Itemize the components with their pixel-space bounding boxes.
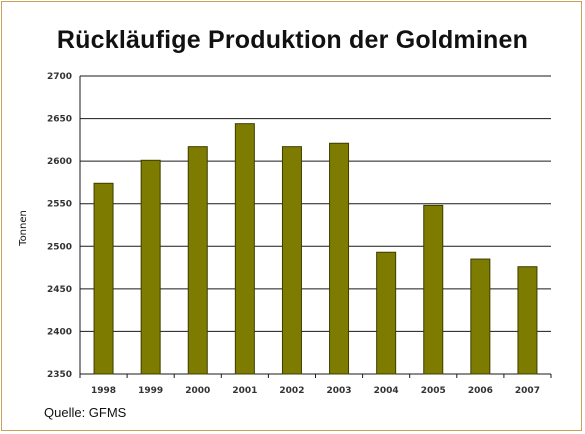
y-tick-label: 2400 — [47, 327, 72, 337]
x-tick-label: 2006 — [468, 386, 493, 396]
x-tick-label: 2004 — [374, 386, 399, 396]
x-tick-label: 2005 — [421, 386, 446, 396]
bar-2003 — [329, 142, 350, 375]
source-note: Quelle: GFMS — [44, 405, 127, 420]
tick-labels: 2350 2400 2450 2500 2550 2600 2650 2700 1998 1999… — [47, 72, 540, 396]
y-tick-label: 2500 — [47, 242, 72, 252]
chart-title: Rückläufige Produktion der Goldminen — [56, 26, 529, 54]
bar-2001 — [234, 123, 255, 375]
x-tick-label: 2002 — [279, 386, 304, 396]
y-axis-label: Tonnen — [18, 210, 29, 247]
bar-2002 — [281, 146, 302, 375]
bars — [93, 123, 538, 375]
bar-2007 — [517, 266, 538, 375]
bar-2000 — [187, 146, 208, 375]
x-tick-label: 1998 — [91, 386, 116, 396]
x-tick-label: 1999 — [138, 386, 163, 396]
x-tick-label: 2000 — [185, 386, 210, 396]
y-tick-label: 2650 — [47, 115, 72, 125]
bar-1999 — [140, 159, 161, 375]
x-tick-label: 2007 — [515, 386, 540, 396]
x-tick-label: 2001 — [232, 386, 257, 396]
bar-2005 — [423, 204, 444, 375]
bar-2004 — [376, 251, 397, 375]
bar-2006 — [470, 258, 491, 375]
y-tick-label: 2450 — [47, 285, 72, 295]
bar-1998 — [93, 182, 114, 375]
y-tick-label: 2350 — [47, 370, 72, 380]
y-tick-label: 2700 — [47, 72, 72, 82]
y-tick-label: 2550 — [47, 200, 72, 210]
y-tick-label: 2600 — [47, 157, 72, 167]
x-tick-label: 2003 — [327, 386, 352, 396]
